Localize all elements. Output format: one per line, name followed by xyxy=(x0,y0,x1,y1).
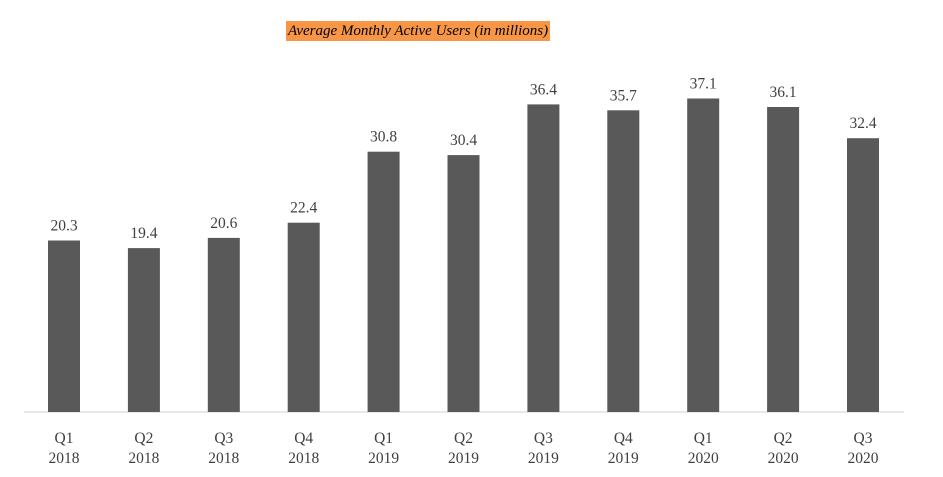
x-tick-label-quarter: Q4 xyxy=(614,430,633,447)
data-label: 37.1 xyxy=(690,76,717,93)
data-label: 30.4 xyxy=(450,132,477,149)
x-tick-label-quarter: Q2 xyxy=(454,430,473,447)
data-label: 19.4 xyxy=(130,225,157,242)
tick-labels-group: Q1 2018 Q2 2018 Q3 2018 Q4 2018 Q1 2019 Q2 2019 Q3 20… xyxy=(49,430,879,467)
x-tick-label-year: 2018 xyxy=(208,450,239,467)
bar-q2-2019 xyxy=(447,155,480,412)
x-tick-label-year: 2018 xyxy=(49,450,80,467)
x-tick-label-quarter: Q3 xyxy=(214,430,233,447)
bar-q3-2018 xyxy=(207,237,240,412)
bar-q2-2020 xyxy=(767,107,800,412)
x-tick-label-quarter: Q4 xyxy=(294,430,313,447)
bar-q4-2018 xyxy=(287,222,320,412)
bar-q1-2020 xyxy=(687,98,720,412)
bar-q4-2019 xyxy=(607,110,640,413)
x-tick-label-year: 2018 xyxy=(288,450,319,467)
data-label: 35.7 xyxy=(610,87,637,104)
x-tick-label-year: 2020 xyxy=(848,450,879,467)
data-label: 30.8 xyxy=(370,129,397,146)
x-tick-label-year: 2018 xyxy=(128,450,159,467)
x-tick-label-year: 2019 xyxy=(608,450,639,467)
bar-q3-2019 xyxy=(527,104,560,413)
x-tick-label-year: 2019 xyxy=(368,450,399,467)
bar-q2-2018 xyxy=(127,248,160,412)
data-label: 20.6 xyxy=(210,215,237,232)
x-tick-label-quarter: Q3 xyxy=(534,430,553,447)
bar-q3-2020 xyxy=(847,138,879,412)
x-tick-label-quarter: Q3 xyxy=(854,430,873,447)
x-tick-label-year: 2019 xyxy=(528,450,559,467)
data-label: 32.4 xyxy=(849,115,876,132)
x-tick-label-quarter: Q1 xyxy=(694,430,713,447)
value-labels-group: 20.3 19.4 20.6 22.4 30.8 30.4 36.4 35.7 37.1 36.1… xyxy=(50,76,876,243)
data-label: 22.4 xyxy=(290,200,317,217)
x-tick-label-quarter: Q2 xyxy=(134,430,153,447)
bar-q1-2019 xyxy=(367,151,400,412)
data-label: 36.1 xyxy=(770,84,797,101)
bar-q1-2018 xyxy=(48,240,80,412)
chart-title: Average Monthly Active Users (in million… xyxy=(286,21,551,41)
data-label: 20.3 xyxy=(50,218,77,235)
x-tick-label-quarter: Q2 xyxy=(774,430,793,447)
data-label: 36.4 xyxy=(530,81,557,98)
x-tick-label-quarter: Q1 xyxy=(55,430,74,447)
x-tick-label-year: 2020 xyxy=(688,450,719,467)
x-tick-label-quarter: Q1 xyxy=(374,430,393,447)
x-tick-label-year: 2020 xyxy=(768,450,799,467)
x-tick-label-year: 2019 xyxy=(448,450,479,467)
bars-group xyxy=(48,98,879,413)
